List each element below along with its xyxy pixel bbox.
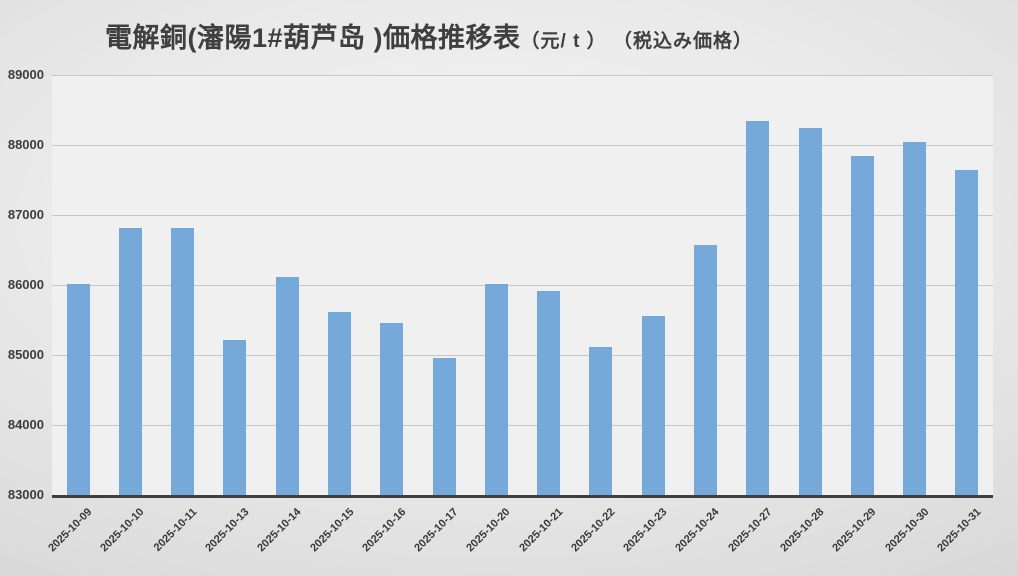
x-axis-label: 2025-10-14 <box>255 506 304 555</box>
bar <box>432 357 456 495</box>
x-axis-label: 2025-10-23 <box>621 506 670 555</box>
bar <box>641 315 665 495</box>
y-axis-label: 83000 <box>7 487 44 502</box>
bar <box>66 283 90 495</box>
bar <box>850 155 874 495</box>
bar <box>328 312 352 495</box>
x-axis-label: 2025-10-10 <box>98 506 147 555</box>
y-axis-labels: 89000 88000 87000 86000 85000 84000 83000 <box>0 67 44 502</box>
gridline <box>52 215 993 216</box>
x-axis-label: 2025-10-20 <box>464 506 513 555</box>
chart-title-main: 電解銅(瀋陽1#葫芦岛 )価格推移表 <box>105 23 521 53</box>
bar <box>275 277 299 495</box>
plot-area <box>52 75 993 498</box>
bar <box>693 245 717 495</box>
x-axis-label: 2025-10-15 <box>307 506 357 555</box>
bar <box>537 291 561 495</box>
bar <box>955 169 979 495</box>
bar <box>903 141 927 495</box>
gridline <box>52 285 993 286</box>
x-axis-labels: 2025-10-09 2025-10-10 2025-10-11 2025-10-13… <box>46 498 993 576</box>
x-axis-label: 2025-10-17 <box>412 506 461 555</box>
bar <box>589 347 613 495</box>
gridline <box>52 355 993 356</box>
x-axis-label: 2025-10-16 <box>360 506 409 555</box>
x-axis-label: 2025-10-22 <box>569 506 618 555</box>
bar <box>380 322 404 495</box>
bar <box>171 227 195 495</box>
y-axis-label: 86000 <box>7 277 44 292</box>
y-axis-label: 89000 <box>7 67 44 82</box>
y-axis-label: 88000 <box>7 137 44 152</box>
bar <box>118 227 142 495</box>
y-axis-label: 84000 <box>7 417 44 432</box>
y-axis-label: 87000 <box>7 207 44 222</box>
x-axis-label: 2025-10-24 <box>673 506 722 555</box>
bar <box>798 127 822 495</box>
bar <box>746 120 770 495</box>
x-axis-label: 2025-10-30 <box>882 506 932 555</box>
x-axis-label: 2025-10-27 <box>725 506 775 555</box>
gridline <box>52 75 993 76</box>
chart-title: 電解銅(瀋陽1#葫芦岛 )価格推移表（元/ t ） （税込み価格） <box>105 16 753 55</box>
gridline <box>52 425 993 426</box>
y-axis-label: 85000 <box>7 347 44 362</box>
x-axis-label: 2025-10-28 <box>778 506 827 555</box>
bar <box>484 283 508 495</box>
x-axis-label: 2025-10-21 <box>516 506 566 555</box>
x-axis-label: 2025-10-09 <box>46 506 95 555</box>
x-axis-label: 2025-10-29 <box>830 506 879 555</box>
gridline <box>52 145 993 146</box>
x-axis-label: 2025-10-31 <box>935 506 984 555</box>
x-axis-label: 2025-10-13 <box>203 506 252 555</box>
chart-title-sub: （元/ t ） （税込み価格） <box>520 31 753 52</box>
x-axis-label: 2025-10-11 <box>151 506 200 554</box>
bar <box>223 340 247 495</box>
